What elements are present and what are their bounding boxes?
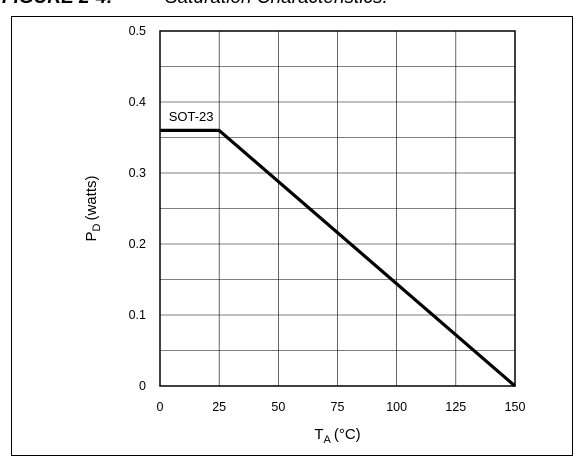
x-tick-label: 50 bbox=[271, 400, 285, 414]
x-axis-title-subscript: A bbox=[324, 434, 332, 443]
y-tick-labels: 0 0.1 0.2 0.3 0.4 0.5 bbox=[129, 24, 146, 393]
y-tick-label: 0.2 bbox=[129, 237, 146, 251]
y-axis-title-subscript: D bbox=[91, 223, 103, 231]
series bbox=[160, 128, 517, 388]
x-tick-label: 150 bbox=[505, 400, 526, 414]
figure-label: FIGURE 2-4: bbox=[2, 0, 113, 9]
y-tick-label: 0.3 bbox=[129, 166, 146, 180]
y-tick-label: 0 bbox=[139, 379, 146, 393]
y-axis-title-main: P bbox=[83, 231, 100, 241]
series-line-sot23 bbox=[160, 128, 517, 388]
plot-area bbox=[159, 30, 516, 387]
y-axis-title: PD (watts) bbox=[83, 176, 103, 242]
series-annotation-sot23: SOT-23 bbox=[169, 109, 214, 124]
x-axis-title-main: T bbox=[314, 426, 323, 443]
x-tick-label: 125 bbox=[445, 400, 466, 414]
x-tick-label: 25 bbox=[212, 400, 226, 414]
y-tick-label: 0.1 bbox=[129, 308, 146, 322]
y-tick-label: 0.5 bbox=[129, 24, 146, 38]
x-tick-labels: 0 25 50 75 100 125 150 bbox=[157, 400, 526, 414]
x-tick-label: 75 bbox=[331, 400, 345, 414]
x-tick-label: 100 bbox=[386, 400, 407, 414]
power-derating-chart: 0 0.1 0.2 0.3 0.4 0.5 0 25 50 75 100 125 150 SOT-23… bbox=[83, 24, 526, 443]
x-axis-title: TA (°C) bbox=[314, 426, 360, 443]
y-axis-title-unit: (watts) bbox=[83, 176, 100, 221]
grid bbox=[160, 31, 515, 386]
x-tick-label: 0 bbox=[157, 400, 164, 414]
y-tick-label: 0.4 bbox=[129, 95, 146, 109]
x-axis-title-unit: (°C) bbox=[334, 426, 361, 443]
figure-title: Saturation Characteristics. bbox=[165, 0, 388, 9]
